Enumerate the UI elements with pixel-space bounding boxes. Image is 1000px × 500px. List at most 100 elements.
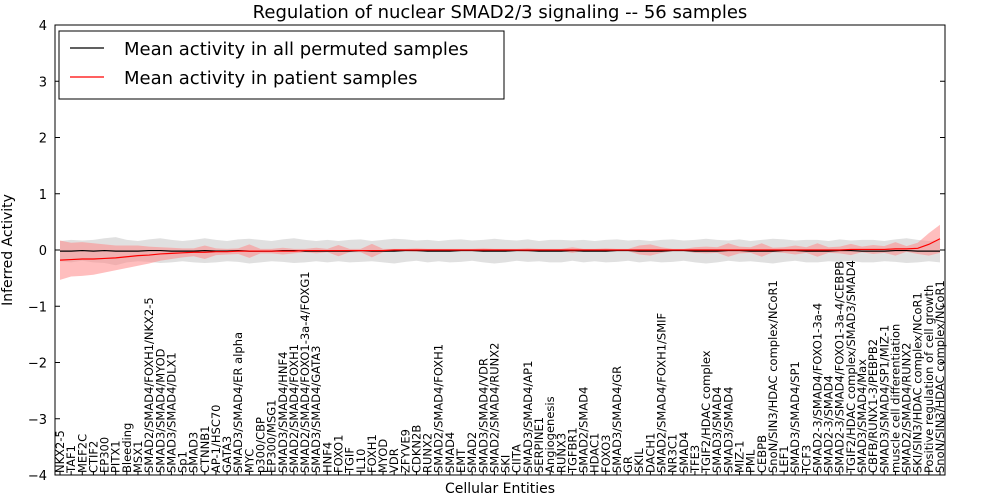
x-tick-label: CTNNB1 [198, 426, 212, 473]
x-tick-label: AP-1/HSC70 [209, 404, 223, 473]
x-tick-label: VDR [387, 448, 401, 473]
chart-title: Regulation of nuclear SMAD2/3 signaling … [253, 2, 748, 23]
x-tick-label: GR [621, 456, 635, 473]
x-tick-label: SMAD3/SMAD4 [710, 387, 724, 473]
y-tick-label: −1 [28, 300, 47, 315]
x-tick-label: TGIF2/HDAC complex/SMAD3/SMAD4 [844, 260, 858, 474]
x-tick-label: MIZ-1 [732, 441, 746, 473]
x-tick-label: TFE3 [688, 445, 702, 474]
x-tick-label: SKIL [632, 448, 646, 473]
x-tick-label: LEF1 [777, 445, 791, 473]
x-tick-label: SMAD2/SMAD4/FOXH1/SMIF [655, 313, 669, 473]
plot-area: −4 −3 −2 −1 0 1 2 3 4 NKX2-5TAF1MEF2CCTIF2EP300PI… [28, 19, 947, 484]
x-tick-label: CDKN2B [409, 425, 423, 473]
x-tick-label: muscle cell differentiation [888, 324, 902, 473]
x-tick-label: PML [744, 449, 758, 473]
x-tick-label: SMAD2-3/SMAD4/FOXO1-3a-4 [810, 303, 824, 473]
x-tick-label: SMAD2/SMAD4/RUNX2 [900, 343, 914, 473]
x-tick-label: RUNX3 [554, 433, 568, 473]
x-tick-label: HDAC1 [588, 433, 602, 473]
x-tick-label: SMAD2/SMAD4 [577, 387, 591, 473]
x-tick-label: FOXH1 [365, 434, 379, 473]
x-tick-label: SMAD3/SMAD4 [721, 387, 735, 473]
x-tick-label: PITX1 [109, 440, 123, 473]
x-tick-label: Positive regulation of cell growth [922, 285, 936, 473]
y-tick-label: −4 [28, 469, 47, 484]
y-tick-label: −2 [28, 357, 47, 372]
x-tick-label: SMAD4 [677, 432, 691, 473]
x-tick-label: SMAD2 [465, 432, 479, 473]
x-tick-label: MEF2C [75, 434, 89, 473]
x-tick-label: GATA3 [220, 436, 234, 473]
x-tick-label: IL10 [354, 449, 368, 473]
series-line-1 [59, 238, 941, 261]
x-tick-label: SMAD3/SMAD4/MYOD [153, 348, 167, 473]
y-tick-label: 1 [39, 188, 47, 203]
series-band-1 [60, 224, 940, 280]
x-axis-label: Cellular Entities [445, 481, 555, 497]
x-tick-label: TGFBR1 [565, 427, 579, 474]
plot-frame [54, 24, 946, 476]
x-tick-label: NR3C1 [666, 434, 680, 473]
x-tick-label: SMAD3/SMAD4/SP1 [788, 361, 802, 473]
x-tick-label: RUNX2 [421, 433, 435, 473]
x-tick-label: Angiogenesis [543, 396, 557, 473]
x-tick-label: SMAD3/SMAD4/HNF4 [276, 352, 290, 473]
x-tick-label: TCF3 [799, 445, 813, 474]
legend-box [58, 30, 505, 100]
x-tick-label: MSX1 [131, 441, 145, 473]
x-tick-label: SMAD2/SMAD4/FOXH1/NKX2-5 [142, 297, 156, 473]
x-tick-label: EP300 [98, 437, 112, 473]
x-tick-label: CBFB/RUNX1-3/PEBPB2 [866, 339, 880, 473]
x-tick-label: Bleeding [120, 423, 134, 473]
x-tick-label: SERPINE1 [532, 417, 546, 473]
legend-entry-patient: Mean activity in patient samples [124, 68, 418, 89]
x-tick-label: MYC [242, 449, 256, 473]
x-tick-label: DACH1 [643, 433, 657, 473]
x-tick-label: TAF1 [64, 445, 78, 474]
x-tick-label: SMAD3/SMAD4/Max [855, 359, 869, 473]
y-tick-label: 2 [39, 132, 47, 147]
legend: Mean activity in all permuted samples Me… [58, 30, 505, 100]
x-tick-label: SMAD4 [443, 432, 457, 473]
series-line-0 [60, 249, 940, 252]
x-tick-label: CIITA [510, 444, 524, 473]
x-tick-label: SMAD3/SMAD4/AP1 [521, 361, 535, 473]
x-tick-label: TGIF2/HDAC complex [699, 350, 713, 474]
x-tick-label: NKX2-5 [53, 430, 67, 473]
legend-entry-permuted: Mean activity in all permuted samples [124, 39, 468, 60]
x-tick-label: FOXO3 [599, 435, 613, 473]
y-tick-label: 0 [39, 244, 47, 259]
y-tick-label: −3 [28, 413, 47, 428]
x-tick-label: ZFYVE9 [398, 429, 412, 473]
y-tick-label: 3 [39, 75, 47, 90]
x-tick-label: HNF4 [320, 442, 334, 473]
x-tick-label: EMT [454, 448, 468, 473]
x-tick-label: SMAD2/SMAD4/FOXH1 [287, 344, 301, 473]
x-tick-label: EP300/MSG1 [265, 400, 279, 473]
x-tick-label: SMAD3 [187, 432, 201, 473]
x-tick-label: SnoN/SIN3/HDAC complex/NCoR1 [766, 280, 780, 473]
y-tick-label: 4 [39, 19, 47, 34]
x-tick-label: Sp1 [176, 451, 190, 473]
x-tick-label: TGIF [343, 447, 357, 474]
x-tick-label: CTIF2 [86, 441, 100, 473]
x-tick-label: SMAD3/SMAD4/GR [610, 366, 624, 473]
x-tick-label: SMAD2-3/SMAD4 [822, 375, 836, 473]
x-tick-label: SMAD3/SMAD4/VDR [476, 358, 490, 473]
x-tick-label: SKI [499, 455, 513, 473]
x-tick-label: SnoN/SIN3/HDAC complex/NCoR1 [933, 280, 947, 473]
x-tick-label: SMAD3/SMAD4/ER alpha [231, 332, 245, 473]
x-tick-label: SMAD3/SMAD4/GATA3 [309, 346, 323, 473]
x-tick-label: CEBPB [755, 435, 769, 473]
x-tick-label: SMAD2-3/SMAD4/FOXO1-3a-4/CEBPB [833, 261, 847, 473]
x-tick-label: p300/CBP [254, 417, 268, 473]
x-tick-label: SKI/SIN3/HDAC complex/NCoR1 [911, 292, 925, 473]
x-tick-label: SMAD3/SMAD4/SP1/MIZ-1 [877, 325, 891, 473]
x-tick-label: FOXO1 [331, 435, 345, 473]
x-tick-label: SMAD2/SMAD4/FOXH1 [432, 344, 446, 473]
x-tick-label: SMAD2/SMAD4/RUNX2 [487, 343, 501, 473]
x-tick-label: SMAD2/SMAD4/FOXO1-3a-4/FOXG1 [298, 271, 312, 473]
